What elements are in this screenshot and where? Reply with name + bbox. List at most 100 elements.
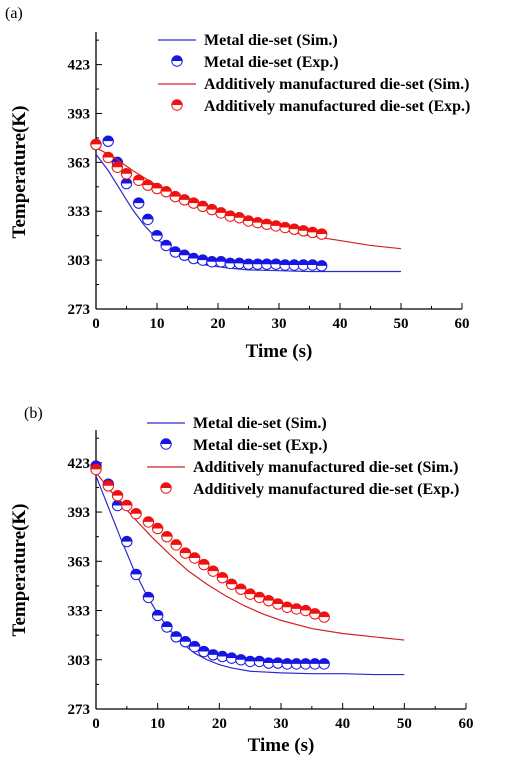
data-point: [216, 572, 229, 584]
marker-fill: [197, 201, 208, 207]
data-point: [151, 229, 163, 242]
marker-fill: [281, 658, 293, 664]
y-tick-label: 273: [68, 702, 91, 718]
marker-fill: [188, 197, 199, 204]
data-point: [161, 530, 173, 543]
marker-fill: [143, 592, 154, 598]
data-point: [290, 603, 303, 615]
legend: Metal die-set (Sim.) Metal die-set (Exp.)…: [158, 32, 470, 115]
legend-marker-swatch: [171, 55, 183, 67]
marker-fill: [152, 610, 163, 616]
data-point: [130, 568, 142, 581]
marker-fill: [263, 657, 274, 664]
data-point: [111, 161, 124, 173]
data-point: [306, 226, 319, 239]
data-point: [169, 190, 182, 203]
x-tick-label: 30: [274, 716, 289, 732]
y-tick-label: 423: [68, 456, 91, 472]
marker-fill: [244, 656, 256, 662]
marker-fill: [235, 654, 247, 660]
marker-fill: [263, 595, 274, 601]
data-point: [90, 463, 102, 476]
marker-fill: [121, 536, 133, 542]
panel-label: (a): [5, 5, 23, 22]
legend-label: Additively manufactured die-set (Sim.): [204, 76, 469, 93]
data-point: [318, 611, 330, 623]
marker-fill: [279, 259, 291, 266]
data-point: [90, 138, 102, 151]
series-markers-3: [90, 463, 330, 623]
chart-panel-b: (b) 273 303 333 363 393 423 0 10 20 30 40 50 60 Time (…: [9, 405, 474, 756]
marker-fill: [152, 523, 163, 529]
data-point: [297, 259, 310, 271]
marker-fill: [189, 641, 200, 647]
data-point: [169, 246, 182, 258]
data-point: [142, 591, 155, 604]
series-line-0: [95, 475, 405, 676]
marker-fill: [171, 99, 183, 105]
marker-fill: [300, 605, 311, 611]
data-point: [309, 658, 321, 670]
series-line-2: [95, 147, 402, 250]
data-point: [299, 658, 312, 670]
marker-fill: [217, 651, 228, 657]
marker-fill: [121, 168, 132, 174]
marker-fill: [197, 254, 208, 261]
data-point: [288, 259, 300, 271]
marker-fill: [179, 250, 190, 256]
x-tick-label: 0: [92, 316, 100, 332]
data-point: [142, 516, 155, 528]
data-point: [225, 652, 238, 664]
data-point: [188, 552, 201, 564]
y-tick-label: 363: [68, 155, 91, 171]
marker-fill: [226, 652, 237, 659]
data-point: [270, 220, 282, 232]
marker-fill: [298, 225, 309, 231]
data-point: [102, 135, 114, 147]
data-point: [197, 254, 209, 266]
y-axis-title: Temperature(K): [9, 106, 30, 239]
marker-fill: [161, 621, 173, 627]
marker-fill: [252, 217, 263, 223]
legend: Metal die-set (Sim.) Metal die-set (Exp.)…: [147, 415, 459, 498]
marker-fill: [252, 258, 263, 265]
marker-fill: [318, 611, 330, 618]
data-point: [179, 636, 192, 648]
series-markers-1: [90, 460, 330, 670]
data-point: [316, 260, 328, 272]
marker-fill: [151, 183, 163, 189]
data-point: [316, 228, 328, 240]
data-point: [120, 168, 133, 180]
marker-fill: [215, 256, 227, 262]
marker-fill: [272, 657, 284, 664]
marker-fill: [289, 223, 300, 230]
legend-label: Metal die-set (Sim.): [204, 32, 338, 49]
marker-fill: [188, 253, 199, 259]
y-tick-label: 303: [68, 253, 91, 269]
x-tick-label: 10: [150, 716, 165, 732]
marker-fill: [121, 500, 133, 506]
data-point: [170, 631, 182, 643]
data-point: [178, 194, 191, 206]
data-point: [299, 604, 312, 617]
data-point: [187, 252, 200, 265]
y-tick-label: 273: [68, 302, 91, 318]
marker-fill: [207, 565, 219, 572]
data-point: [235, 654, 247, 666]
data-point: [179, 547, 192, 559]
data-point: [215, 256, 227, 268]
marker-fill: [112, 162, 123, 168]
marker-fill: [309, 608, 321, 614]
data-point: [206, 256, 218, 268]
data-point: [242, 215, 255, 227]
marker-fill: [225, 210, 236, 217]
data-point: [224, 257, 236, 270]
marker-fill: [179, 194, 190, 200]
x-tick-label: 10: [150, 316, 165, 332]
marker-fill: [142, 179, 154, 186]
marker-fill: [180, 636, 191, 642]
marker-fill: [142, 214, 154, 220]
marker-fill: [130, 508, 142, 514]
data-point: [102, 480, 115, 492]
data-point: [161, 621, 173, 633]
